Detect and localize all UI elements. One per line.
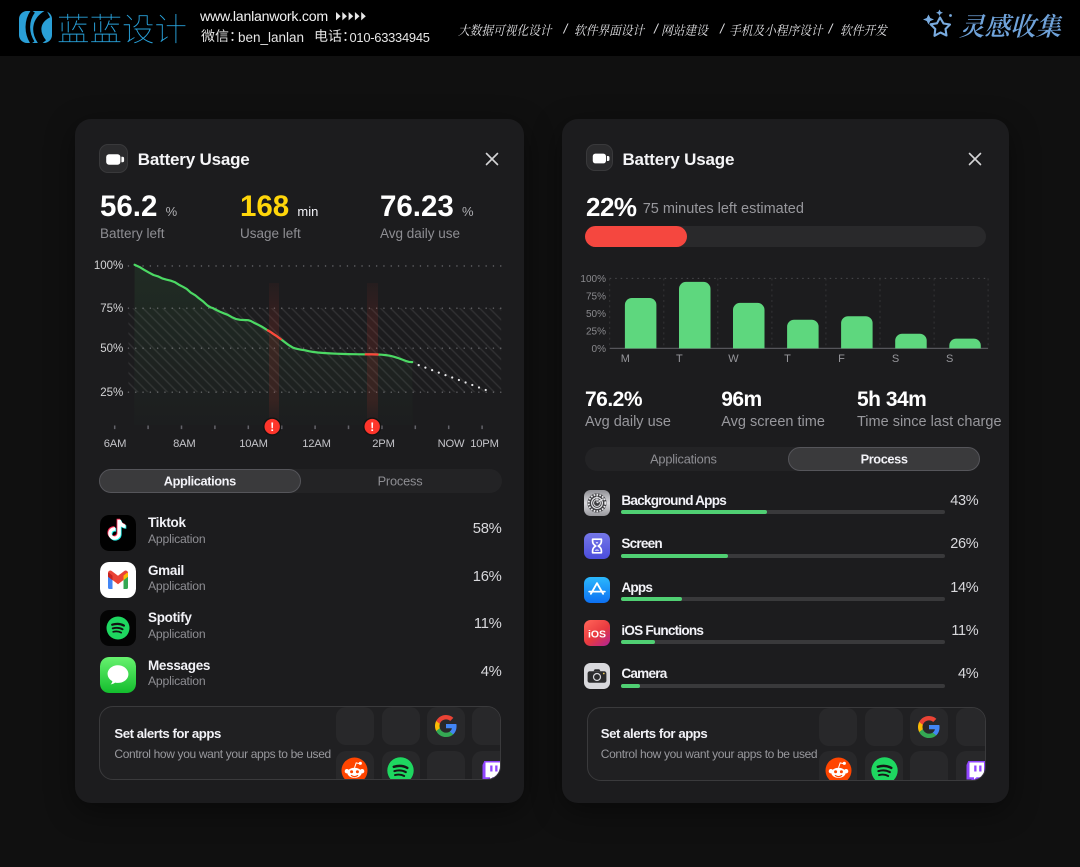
svg-text:F: F	[838, 353, 845, 365]
svg-text:T: T	[676, 353, 683, 365]
svg-text:!: !	[270, 420, 274, 434]
svg-text:M: M	[621, 353, 630, 365]
svg-text:W: W	[728, 353, 739, 365]
svg-text:!: !	[370, 420, 374, 434]
svg-text:S: S	[892, 353, 899, 365]
svg-text:0%: 0%	[591, 344, 606, 355]
svg-text:100%: 100%	[580, 274, 606, 285]
svg-text:75%: 75%	[586, 292, 606, 303]
svg-text:T: T	[784, 353, 791, 365]
svg-text:iOS: iOS	[588, 628, 606, 640]
svg-text:S: S	[946, 353, 953, 365]
svg-text:25%: 25%	[586, 327, 606, 338]
svg-text:50%: 50%	[586, 309, 606, 320]
